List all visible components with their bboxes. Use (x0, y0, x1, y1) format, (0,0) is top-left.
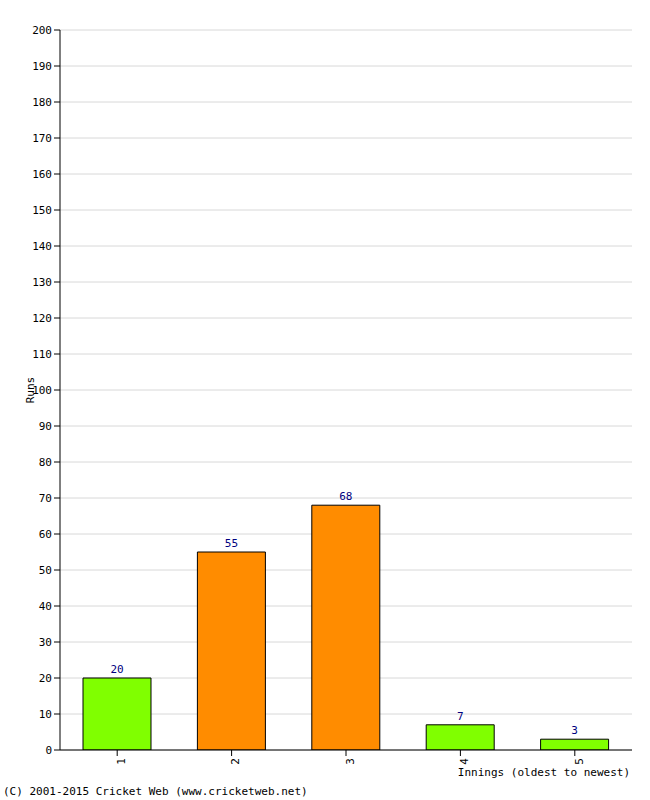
svg-text:60: 60 (39, 528, 52, 541)
svg-text:130: 130 (32, 276, 52, 289)
svg-text:140: 140 (32, 240, 52, 253)
html-text:(C) 2001-2015 Cricket Web (www: (C) 2001-2015 Cricket Web (www.cricketwe… (3, 785, 308, 798)
html-text:Runs: Runs (23, 376, 37, 404)
svg-text:10: 10 (39, 708, 52, 721)
svg-text:3: 3 (571, 724, 578, 737)
svg-text:200: 200 (32, 24, 52, 37)
svg-text:55: 55 (225, 537, 238, 550)
svg-text:5: 5 (573, 758, 586, 765)
svg-text:3: 3 (344, 758, 357, 765)
svg-text:7: 7 (457, 710, 464, 723)
svg-text:190: 190 (32, 60, 52, 73)
html-text:Innings (oldest to newest): Innings (oldest to newest) (457, 766, 630, 779)
svg-text:70: 70 (39, 492, 52, 505)
svg-text:2: 2 (229, 758, 242, 765)
svg-text:1: 1 (115, 758, 128, 765)
svg-text:30: 30 (39, 636, 52, 649)
svg-text:160: 160 (32, 168, 52, 181)
svg-text:20: 20 (110, 663, 123, 676)
svg-text:80: 80 (39, 456, 52, 469)
svg-text:20: 20 (39, 672, 52, 685)
svg-text:40: 40 (39, 600, 52, 613)
svg-text:100: 100 (32, 383, 52, 397)
svg-text:150: 150 (32, 204, 52, 217)
svg-text:68: 68 (339, 490, 352, 503)
svg-text:110: 110 (32, 348, 52, 361)
svg-text:170: 170 (32, 132, 52, 145)
svg-text:180: 180 (32, 96, 52, 109)
svg-text:120: 120 (32, 312, 52, 325)
svg-text:4: 4 (458, 758, 471, 765)
svg-text:90: 90 (39, 420, 52, 433)
svg-text:50: 50 (39, 564, 52, 577)
svg-text:0: 0 (45, 744, 52, 757)
